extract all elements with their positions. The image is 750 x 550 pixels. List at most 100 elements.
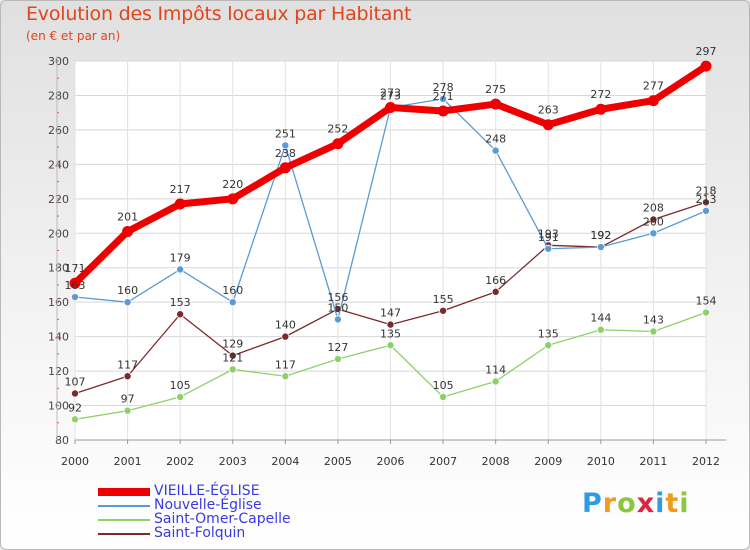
point-vieille-eglise-2006: [385, 102, 396, 114]
point-saint-folquin-2000: [71, 389, 80, 398]
x-tick-label-2008: 2008: [482, 455, 510, 468]
data-label-vieille-eglise-2002: 217: [170, 183, 191, 196]
data-label-saint-omer-capelle-2005: 127: [327, 341, 348, 354]
data-label-saint-omer-capelle-2000: 92: [68, 401, 82, 414]
point-saint-omer-capelle-2004: [281, 372, 290, 381]
point-saint-omer-capelle-2006: [386, 341, 395, 350]
data-label-vieille-eglise-2005: 252: [327, 123, 348, 136]
point-nouvelle-eglise-2002: [176, 265, 185, 274]
point-nouvelle-eglise-2001: [123, 298, 132, 307]
point-nouvelle-eglise-2009: [544, 244, 553, 253]
data-label-vieille-eglise-2004: 238: [275, 147, 296, 160]
point-saint-omer-capelle-2007: [439, 392, 448, 401]
data-label-vieille-eglise-2003: 220: [222, 178, 243, 191]
logo-letter: t: [665, 488, 680, 519]
data-label-saint-folquin-2001: 117: [117, 358, 138, 371]
legend-label-nouvelle-eglise: Nouvelle-Église: [154, 497, 262, 513]
data-label-nouvelle-eglise-2003: 160: [222, 284, 243, 297]
point-saint-omer-capelle-2012: [702, 308, 711, 317]
point-saint-omer-capelle-2005: [333, 355, 342, 364]
data-label-nouvelle-eglise-2005: 150: [327, 301, 348, 314]
point-saint-folquin-2007: [439, 306, 448, 315]
legend: VIEILLE-ÉGLISE Nouvelle-Église Saint-Ome…: [98, 483, 358, 542]
point-saint-folquin-2001: [123, 372, 132, 381]
x-tick-label-2001: 2001: [114, 455, 142, 468]
point-vieille-eglise-2001: [122, 226, 134, 238]
point-nouvelle-eglise-2007: [439, 94, 448, 103]
legend-item-saint-omer-capelle: Saint-Omer-Capelle: [98, 511, 358, 528]
data-label-saint-omer-capelle-2007: 105: [433, 379, 454, 392]
point-vieille-eglise-2007: [437, 105, 449, 117]
x-tick-label-2003: 2003: [219, 455, 247, 468]
legend-swatch-saint-folquin: [98, 533, 150, 535]
point-nouvelle-eglise-2005: [333, 315, 342, 324]
legend-label-saint-omer-capelle: Saint-Omer-Capelle: [154, 511, 291, 527]
point-saint-folquin-2012: [702, 198, 711, 207]
point-nouvelle-eglise-2008: [491, 146, 500, 155]
data-label-nouvelle-eglise-2001: 160: [117, 284, 138, 297]
logo-letter: i: [679, 488, 690, 519]
data-label-nouvelle-eglise-2002: 179: [170, 251, 191, 264]
logo-letter: i: [655, 488, 666, 519]
legend-item-vieille-eglise: VIEILLE-ÉGLISE: [98, 483, 358, 500]
data-label-saint-folquin-2000: 107: [65, 375, 86, 388]
x-tick-label-2011: 2011: [639, 455, 667, 468]
data-label-saint-folquin-2007: 155: [433, 293, 454, 306]
proxiti-logo: Proxiti: [582, 488, 690, 519]
point-saint-omer-capelle-2009: [544, 341, 553, 350]
point-saint-omer-capelle-2010: [596, 325, 605, 334]
data-label-vieille-eglise-2011: 277: [643, 80, 664, 93]
x-tick-label-2007: 2007: [429, 455, 457, 468]
point-saint-folquin-2008: [491, 287, 500, 296]
data-label-nouvelle-eglise-2008: 248: [485, 133, 506, 146]
point-vieille-eglise-2009: [542, 119, 554, 131]
chart-title: Evolution des Impôts locaux par Habitant: [26, 3, 412, 25]
data-label-saint-folquin-2010: 192: [590, 229, 611, 242]
data-label-vieille-eglise-2006: 273: [380, 87, 401, 100]
point-nouvelle-eglise-2010: [596, 243, 605, 252]
data-label-vieille-eglise-2000: 171: [65, 262, 86, 275]
logo-letter: r: [602, 488, 618, 519]
point-saint-folquin-2011: [649, 215, 658, 224]
data-label-nouvelle-eglise-2006: 273: [380, 90, 401, 103]
data-label-saint-folquin-2008: 166: [485, 274, 506, 287]
y-tick-label-80: 80: [55, 434, 69, 447]
data-label-vieille-eglise-2008: 275: [485, 83, 506, 96]
data-label-saint-omer-capelle-2008: 114: [485, 363, 506, 376]
data-label-saint-omer-capelle-2006: 135: [380, 327, 401, 340]
legend-item-saint-folquin: Saint-Folquin: [98, 525, 358, 542]
x-tick-label-2010: 2010: [587, 455, 615, 468]
point-saint-omer-capelle-2000: [71, 415, 80, 424]
point-saint-folquin-2002: [176, 310, 185, 319]
data-label-nouvelle-eglise-2007: 278: [433, 81, 454, 94]
series-lines: [69, 60, 712, 424]
point-saint-omer-capelle-2003: [228, 365, 237, 374]
point-nouvelle-eglise-2000: [71, 293, 80, 302]
data-label-saint-folquin-2004: 140: [275, 319, 296, 332]
data-label-saint-omer-capelle-2009: 135: [538, 327, 559, 340]
point-saint-omer-capelle-2001: [123, 406, 132, 415]
chart-subtitle: (en € et par an): [26, 29, 121, 43]
point-nouvelle-eglise-2011: [649, 229, 658, 238]
point-saint-folquin-2006: [386, 320, 395, 329]
data-label-vieille-eglise-2001: 201: [117, 211, 138, 224]
legend-swatch-nouvelle-eglise: [98, 505, 150, 507]
data-label-saint-omer-capelle-2003: 121: [222, 351, 243, 364]
data-label-vieille-eglise-2009: 263: [538, 104, 559, 117]
x-tick-label-2000: 2000: [61, 455, 89, 468]
data-label-saint-omer-capelle-2004: 117: [275, 358, 296, 371]
point-vieille-eglise-2003: [227, 193, 239, 205]
data-label-nouvelle-eglise-2009: 191: [538, 231, 559, 244]
data-label-vieille-eglise-2010: 272: [590, 88, 611, 101]
data-label-saint-folquin-2005: 156: [327, 291, 348, 304]
data-label-vieille-eglise-2012: 297: [696, 45, 717, 58]
data-label-nouvelle-eglise-2010: 192: [590, 229, 611, 242]
x-tick-label-2004: 2004: [271, 455, 299, 468]
logo-letter: x: [636, 488, 656, 519]
point-saint-omer-capelle-2011: [649, 327, 658, 336]
point-vieille-eglise-2000: [69, 277, 81, 289]
data-label-saint-folquin-2009: 193: [538, 227, 559, 240]
legend-item-nouvelle-eglise: Nouvelle-Église: [98, 497, 358, 514]
